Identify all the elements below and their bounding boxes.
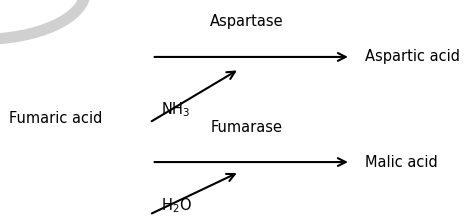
Text: H$_2$O: H$_2$O [161, 196, 192, 215]
Text: NH$_3$: NH$_3$ [161, 100, 191, 119]
Text: Malic acid: Malic acid [365, 155, 438, 170]
Text: Fumarase: Fumarase [210, 120, 283, 134]
Text: Aspartase: Aspartase [210, 14, 283, 29]
Text: Fumaric acid: Fumaric acid [9, 111, 103, 126]
Text: Aspartic acid: Aspartic acid [365, 49, 460, 64]
